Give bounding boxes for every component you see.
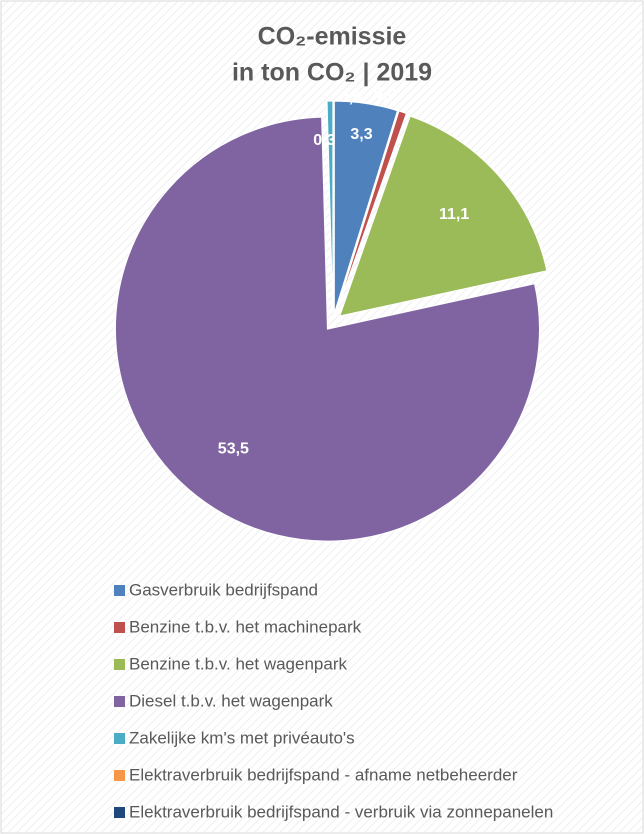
legend-label: Benzine t.b.v. het machinepark: [129, 617, 362, 636]
legend-swatch: [114, 696, 125, 707]
pie-slice: [326, 100, 334, 314]
data-label: 0,0: [374, 85, 396, 102]
pie-slice: [338, 115, 548, 317]
legend-label: Elektraverbruik bedrijfspand - verbruik …: [129, 802, 553, 821]
pie-slice: [333, 100, 399, 314]
pie-slice: [335, 110, 407, 314]
legend-swatch: [114, 585, 125, 596]
data-label: 11,1: [439, 206, 469, 223]
data-label: 3,3: [350, 126, 372, 143]
legend-label: Gasverbruik bedrijfspand: [129, 580, 318, 599]
pie-slice: [114, 116, 540, 542]
data-label: 0,3: [313, 132, 335, 149]
data-label: 0,0: [340, 89, 362, 106]
chart-title: CO₂-emissie: [258, 23, 407, 51]
legend-swatch: [114, 622, 125, 633]
legend-swatch: [114, 659, 125, 670]
chart-title: in ton CO₂ | 2019: [232, 59, 432, 87]
legend-label: Diesel t.b.v. het wagenpark: [129, 691, 333, 710]
legend-swatch: [114, 770, 125, 781]
legend-label: Elektraverbruik bedrijfspand - afname ne…: [129, 765, 518, 784]
legend-swatch: [114, 733, 125, 744]
legend-label: Benzine t.b.v. het wagenpark: [129, 654, 347, 673]
legend-swatch: [114, 807, 125, 818]
legend-label: Zakelijke km's met privéauto's: [129, 728, 355, 747]
data-label: 53,5: [218, 441, 249, 458]
